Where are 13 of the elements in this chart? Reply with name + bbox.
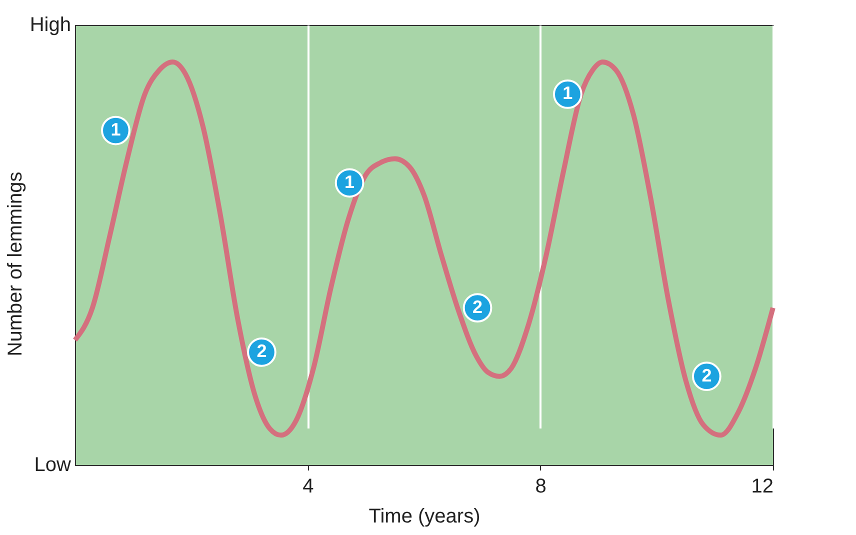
annotation: 2	[256, 341, 267, 362]
annotation: 2	[472, 296, 483, 317]
x-tick-label: 8	[535, 476, 546, 498]
x-axis-title: Time (years)	[368, 506, 480, 528]
text: High	[30, 14, 71, 36]
annotation: 1	[344, 172, 355, 192]
annotation: 1	[562, 83, 573, 104]
text: Low	[34, 454, 72, 476]
x-tick-label: 4	[302, 476, 314, 498]
annotation: 1	[110, 120, 121, 140]
x-tick-label: 12	[751, 476, 774, 498]
annotation: 2	[702, 365, 712, 386]
y-axis-title: Number of lemmings	[4, 172, 26, 356]
